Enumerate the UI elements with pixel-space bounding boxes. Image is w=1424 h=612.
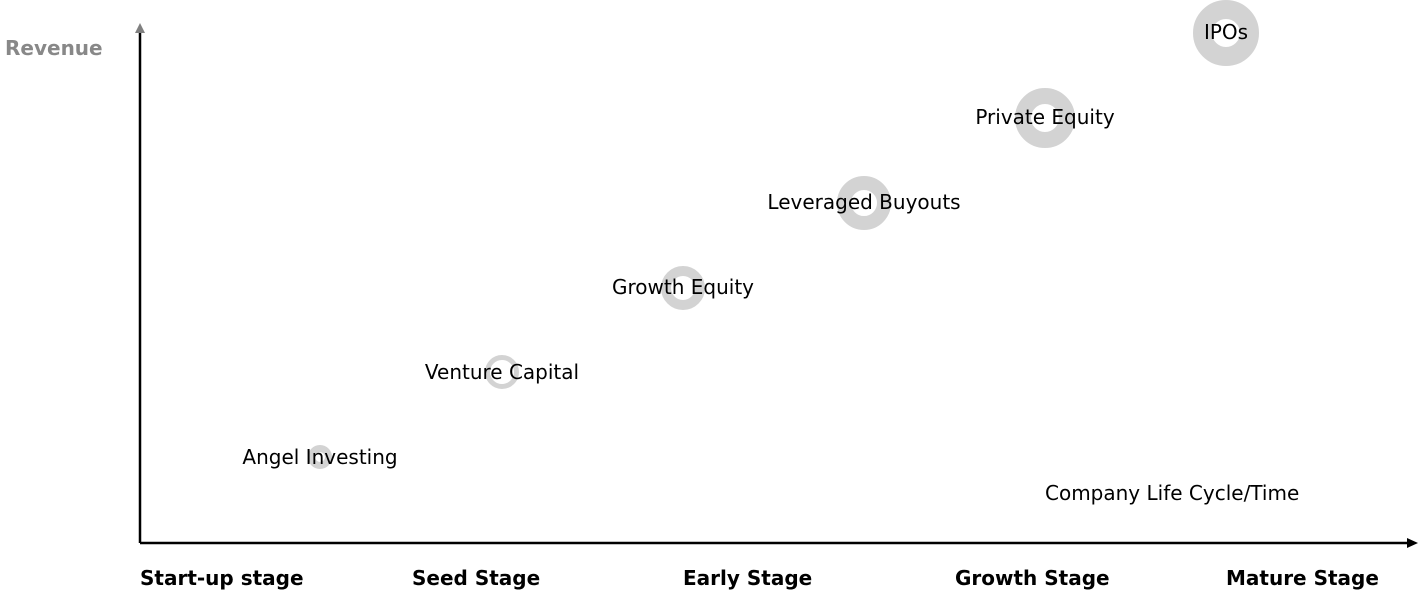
label-venture-capital: Venture Capital [425,360,579,384]
y-axis-label: Revenue [5,36,103,60]
label-leveraged-buyouts: Leveraged Buyouts [767,190,960,214]
label-ipos: IPOs [1204,20,1248,44]
x-axis-note: Company Life Cycle/Time [1045,481,1299,505]
x-axis-arrow-icon [1407,538,1418,548]
stage-label-seed: Seed Stage [412,566,540,590]
label-angel-investing: Angel Investing [242,445,397,469]
label-growth-equity: Growth Equity [612,275,754,299]
stage-label-growth: Growth Stage [955,566,1110,590]
y-axis-arrow-icon [135,23,145,33]
stage-label-mature: Mature Stage [1226,566,1379,590]
stage-label-early: Early Stage [683,566,812,590]
label-private-equity: Private Equity [975,105,1114,129]
stage-label-startup: Start-up stage [140,566,304,590]
